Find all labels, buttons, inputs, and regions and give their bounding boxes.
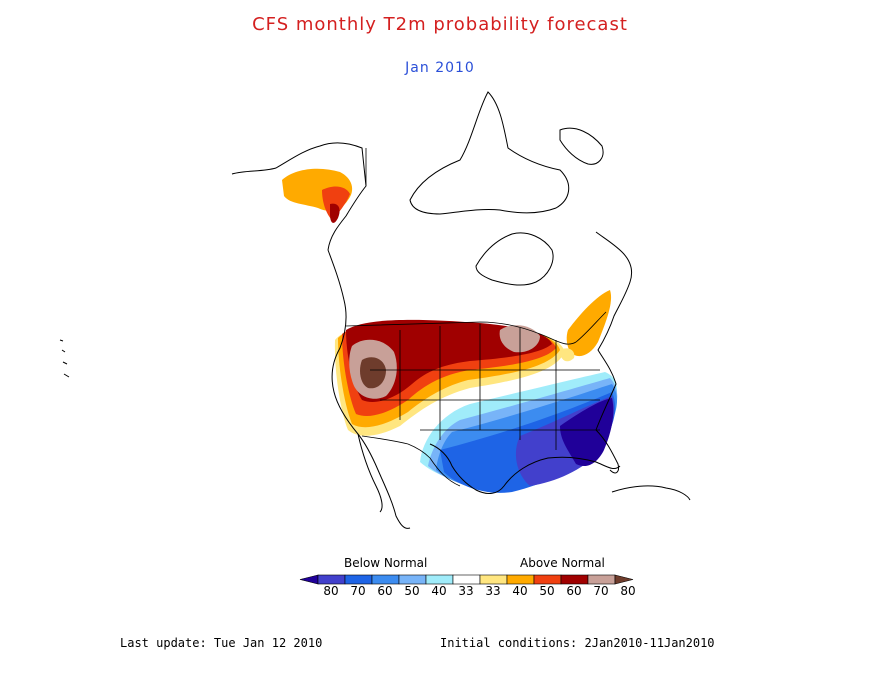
initial-conditions-text: Initial conditions: 2Jan2010-11Jan2010 (440, 636, 715, 650)
greenland-fragment (559, 127, 604, 165)
above-normal-label: Above Normal (520, 556, 605, 570)
northeast-moderate-warm-region (566, 290, 612, 357)
below-normal-label: Below Normal (344, 556, 428, 570)
florida-coastline (595, 429, 619, 474)
legend-swatch (587, 574, 616, 585)
baja-california-coastline (357, 433, 383, 513)
legend-swatch (425, 574, 454, 585)
arctic-islands (409, 91, 570, 215)
coastlines (59, 91, 691, 529)
legend-tick: 60 (566, 584, 582, 598)
legend-swatch (317, 574, 346, 585)
southeast-extreme-cold-region (560, 398, 614, 467)
legend-swatch (533, 574, 562, 585)
us-mexico-border (361, 435, 461, 487)
legend-swatch (506, 574, 535, 585)
state-borders (370, 324, 600, 450)
probability-shading (282, 168, 618, 493)
legend-tick: 33 (458, 584, 474, 598)
map-subtitle: Jan 2010 (405, 60, 475, 76)
legend-tick: 80 (323, 584, 339, 598)
legend-swatch (614, 574, 634, 585)
hawaii-islands (59, 339, 70, 378)
legend-tick: 70 (350, 584, 366, 598)
northern-us-strong-warm-region (346, 319, 552, 403)
map-title: CFS monthly T2m probability forecast (252, 14, 628, 35)
legend-tick: 40 (512, 584, 528, 598)
gulf-of-mexico-coastline (429, 443, 621, 494)
political-borders (345, 148, 607, 487)
hudson-bay-coastline (475, 232, 554, 286)
great-basin-extreme-warm-region (360, 357, 386, 389)
northeast-light-warm-region (560, 348, 575, 362)
legend-tick: 50 (539, 584, 555, 598)
alaska-coastline (231, 142, 367, 251)
legend-tick: 40 (431, 584, 447, 598)
legend-tick: 50 (404, 584, 420, 598)
pacific-coastline (327, 249, 411, 529)
last-update-text: Last update: Tue Jan 12 2010 (120, 636, 323, 650)
legend-swatch (479, 574, 508, 585)
alaska-panhandle-warm-region (322, 186, 350, 220)
legend-tick: 70 (593, 584, 609, 598)
legend-swatch (299, 574, 319, 585)
legend-tick: 80 (620, 584, 636, 598)
atlantic-coastline (595, 231, 633, 431)
cuba-coastline (611, 485, 691, 501)
alaska-panhandle-strong-warm-region (330, 203, 340, 223)
legend-tick: 33 (485, 584, 501, 598)
legend-swatch (560, 574, 589, 585)
legend-swatch (398, 574, 427, 585)
legend-swatch (371, 574, 400, 585)
legend-swatch (452, 574, 481, 585)
legend-tick: 60 (377, 584, 393, 598)
us-canada-border (345, 311, 607, 345)
legend-color-bar (299, 574, 634, 585)
legend-swatch (344, 574, 373, 585)
